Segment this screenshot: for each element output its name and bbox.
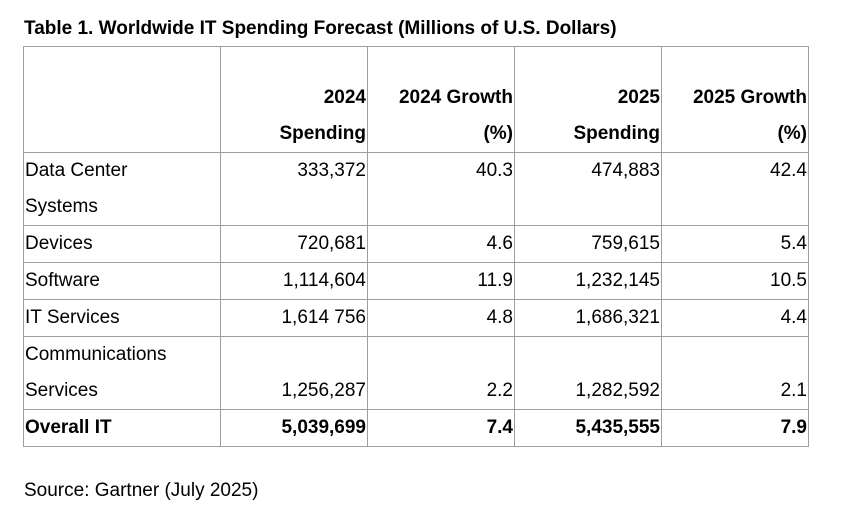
row-label-cell: Software [23,262,221,300]
row-label-cell: Communications Services [23,336,221,410]
row-label-line: Communications [25,344,167,365]
spend-2024-cell: 1,614 756 [220,299,368,337]
header-line: Spending [279,123,366,144]
spend-2025-cell: 474,883 [514,152,662,226]
header-line: (%) [483,123,513,144]
growth-2024-cell: 4.6 [367,225,515,263]
spend-2024-cell: 720,681 [220,225,368,263]
header-line: 2024 [323,87,366,108]
row-label-cell: Data Center Systems [23,152,221,226]
growth-2025-cell: 42.4 [661,152,809,226]
table-row-data-center-systems: Data Center Systems 333,372 40.3 474,883… [23,152,809,226]
header-2025-growth: 2025 Growth (%) [661,46,809,153]
row-label-line: Data Center [25,160,128,181]
header-2024-spending: 2024 Spending [220,46,368,153]
header-line: 2025 [617,87,660,108]
table-row-overall-it: Overall IT 5,039,699 7.4 5,435,555 7.9 [23,409,809,447]
growth-2024-cell: 4.8 [367,299,515,337]
row-label-line: Systems [25,196,98,217]
header-line: (%) [777,123,807,144]
header-2024-growth: 2024 Growth (%) [367,46,515,153]
it-spending-table: 2024 Spending 2024 Growth (%) 2025 Spend… [23,46,809,447]
growth-2025-cell: 2.1 [661,336,809,410]
header-row: 2024 Spending 2024 Growth (%) 2025 Spend… [23,46,809,153]
header-2025-spending: 2025 Spending [514,46,662,153]
growth-2025-cell: 4.4 [661,299,809,337]
total-spend-2025-cell: 5,435,555 [514,409,662,447]
table-title: Table 1. Worldwide IT Spending Forecast … [24,18,617,39]
total-spend-2024-cell: 5,039,699 [220,409,368,447]
total-growth-2025-cell: 7.9 [661,409,809,447]
row-label-cell: IT Services [23,299,221,337]
spend-2025-cell: 759,615 [514,225,662,263]
total-label-cell: Overall IT [23,409,221,447]
header-line: Spending [573,123,660,144]
spend-2024-cell: 333,372 [220,152,368,226]
row-label-line: Services [25,380,98,401]
header-corner-cell [23,46,221,153]
table-row-it-services: IT Services 1,614 756 4.8 1,686,321 4.4 [23,299,809,337]
row-label-cell: Devices [23,225,221,263]
total-growth-2024-cell: 7.4 [367,409,515,447]
growth-2024-cell: 40.3 [367,152,515,226]
header-line: 2024 Growth [398,87,513,108]
spend-2025-cell: 1,232,145 [514,262,662,300]
table-row-software: Software 1,114,604 11.9 1,232,145 10.5 [23,262,809,300]
source-note: Source: Gartner (July 2025) [24,480,259,501]
table-row-communications-services: Communications Services 1,256,287 2.2 1,… [23,336,809,410]
spend-2024-cell: 1,114,604 [220,262,368,300]
growth-2024-cell: 11.9 [367,262,515,300]
table-row-devices: Devices 720,681 4.6 759,615 5.4 [23,225,809,263]
spend-2024-cell: 1,256,287 [220,336,368,410]
spend-2025-cell: 1,686,321 [514,299,662,337]
growth-2025-cell: 10.5 [661,262,809,300]
growth-2024-cell: 2.2 [367,336,515,410]
growth-2025-cell: 5.4 [661,225,809,263]
spend-2025-cell: 1,282,592 [514,336,662,410]
header-line: 2025 Growth [692,87,807,108]
